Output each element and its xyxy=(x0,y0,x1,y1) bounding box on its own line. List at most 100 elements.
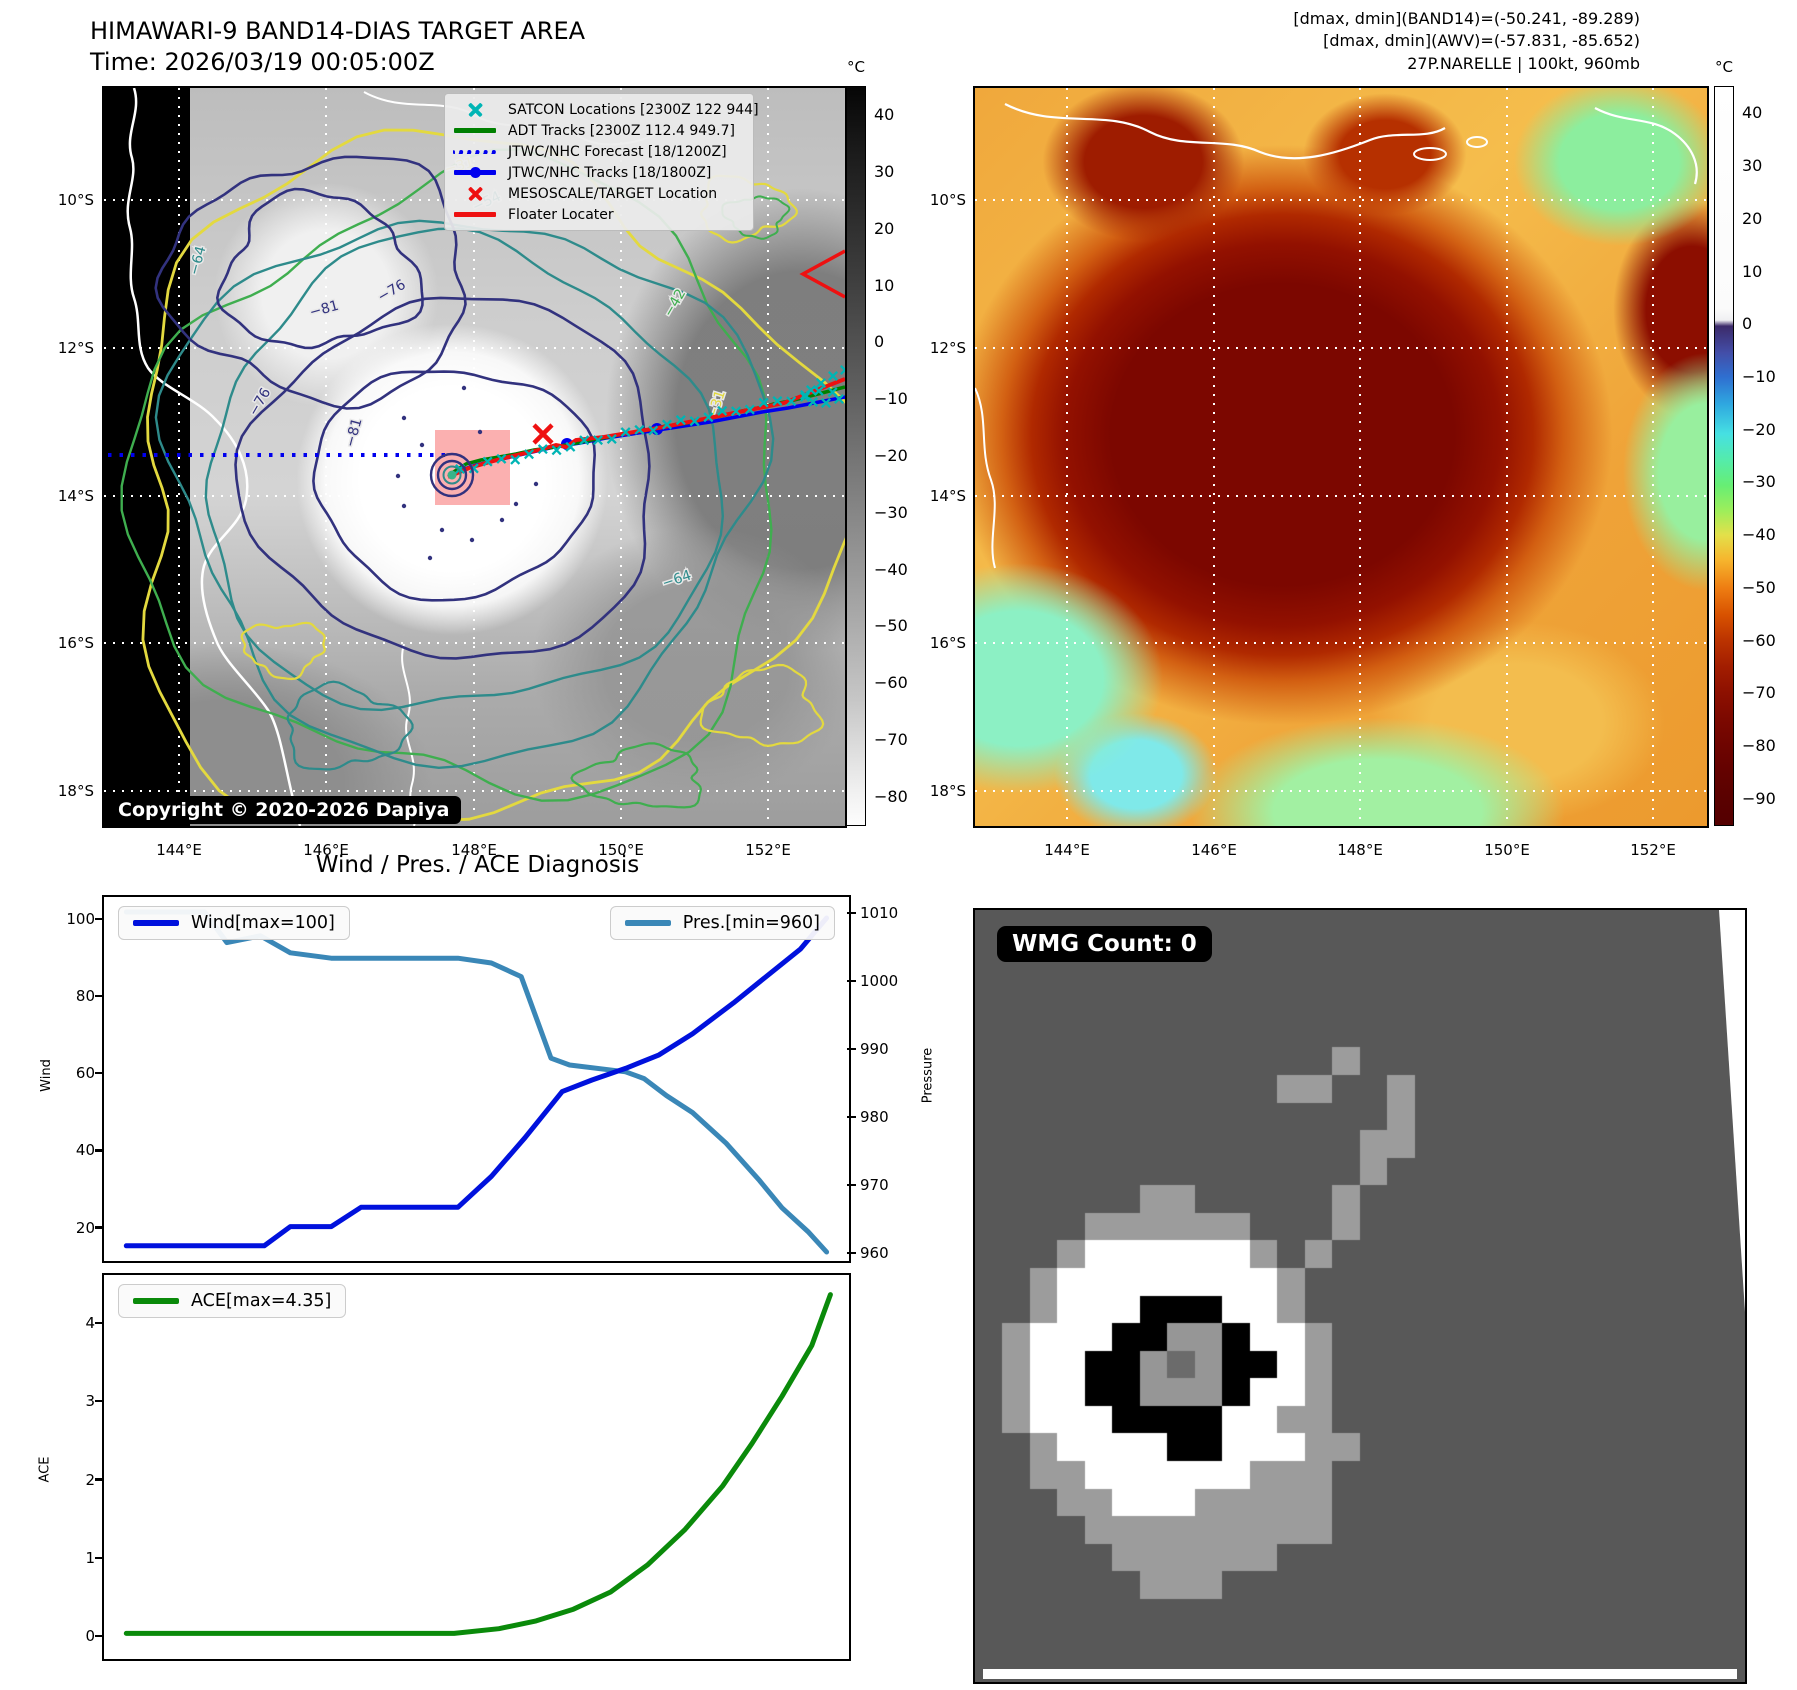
awv-lat-label: 12°S xyxy=(929,339,966,357)
awv-lon-label: 150°E xyxy=(1484,841,1530,859)
ace-plot xyxy=(123,1292,833,1636)
axis-tick-mark xyxy=(95,1400,104,1403)
awv-colorbar-tick: −30 xyxy=(1742,472,1776,492)
awv-lon-label: 152°E xyxy=(1630,841,1676,859)
ir-contour xyxy=(154,219,775,770)
awv-colorbar-tick: 0 xyxy=(1742,314,1753,334)
satcon-location-marker xyxy=(565,441,576,452)
ir-contour xyxy=(570,742,703,809)
awv-colorbar-tick: −90 xyxy=(1742,788,1776,808)
legend-label: MESOSCALE/TARGET Location xyxy=(508,185,718,202)
pressure-series-line xyxy=(123,909,830,1255)
contour-speck xyxy=(401,503,407,509)
band14-lat-label: 10°S xyxy=(57,191,94,209)
wind-tick-label: 100 xyxy=(66,910,95,928)
contour-speck xyxy=(469,537,475,543)
awv-lat-label: 14°S xyxy=(929,487,966,505)
awv-header-storm: 27P.NARELLE | 100kt, 960mb xyxy=(1407,53,1640,73)
wind-tick-label: 40 xyxy=(75,1141,95,1160)
satcon-location-marker xyxy=(537,444,548,455)
wind-pressure-plot xyxy=(123,909,830,1255)
legend-label: ADT Tracks [2300Z 112.4 949.7] xyxy=(508,122,735,139)
satcon-location-marker xyxy=(839,364,845,376)
ace-line-icon xyxy=(133,1298,179,1304)
satcon-location-marker xyxy=(799,391,811,403)
satcon-location-marker xyxy=(807,396,819,408)
band14-colorbar-tick: −70 xyxy=(874,729,908,749)
band14-colorbar-tick: 40 xyxy=(874,105,895,125)
satcon-x-icon xyxy=(451,102,499,117)
ace-legend: ACE[max=4.35] xyxy=(118,1284,347,1318)
satcon-location-marker xyxy=(772,396,783,407)
ir-contour xyxy=(312,370,597,602)
wmg-grid-image xyxy=(975,910,1745,1682)
satcon-location-marker xyxy=(730,406,742,417)
track-line-dot-icon xyxy=(451,167,499,177)
awv-colorbar-tick: −10 xyxy=(1742,366,1776,386)
satcon-location-marker xyxy=(592,435,604,446)
awv-colorbar-tick: −40 xyxy=(1742,525,1776,545)
contour-speck xyxy=(461,385,467,391)
band14-colorbar-tick: 20 xyxy=(874,218,895,238)
contour-speck xyxy=(395,473,401,479)
satcon-location-marker xyxy=(579,435,590,446)
wind-line-icon xyxy=(133,920,179,926)
legend-row-forecast: JTWC/NHC Forecast [18/1200Z] xyxy=(451,141,747,162)
legend-row-mesoscale: MESOSCALE/TARGET Location xyxy=(451,183,747,204)
band14-space-band xyxy=(104,88,190,826)
eye-center xyxy=(447,470,457,480)
pressure-legend-label: Pres.[min=960] xyxy=(682,913,820,933)
pressure-tick-label: 1000 xyxy=(860,972,899,990)
awv-lat-label: 10°S xyxy=(929,191,966,209)
axis-tick-mark xyxy=(95,1634,104,1638)
band14-colorbar xyxy=(846,86,866,826)
satcon-location-marker xyxy=(482,456,493,467)
band14-title: HIMAWARI-9 BAND14-DIAS TARGET AREA xyxy=(90,17,586,45)
axis-tick-mark xyxy=(95,1478,104,1481)
floater-edge-marker xyxy=(799,249,845,299)
contour-speck xyxy=(533,481,539,487)
axis-tick-mark xyxy=(847,1183,856,1187)
axis-tick-mark xyxy=(95,1226,104,1229)
ace-axis-label: ACE xyxy=(37,1456,53,1483)
wmg-data-edge-strip xyxy=(983,1669,1737,1679)
eye-contour xyxy=(429,452,475,498)
ir-contour xyxy=(154,155,467,410)
axis-tick-mark xyxy=(847,979,856,983)
axis-tick-mark xyxy=(847,911,856,915)
satcon-location-marker xyxy=(786,396,797,407)
coastline xyxy=(1004,103,1446,160)
mesoscale-target-marker xyxy=(532,423,554,445)
island-outline xyxy=(1413,147,1447,161)
satcon-location-marker xyxy=(827,370,839,382)
band14-lat-label: 16°S xyxy=(57,634,94,652)
satcon-location-marker xyxy=(620,427,631,438)
band14-lat-label: 18°S xyxy=(57,782,94,800)
ir-contour xyxy=(286,680,414,771)
awv-gridlines xyxy=(975,88,1707,826)
pressure-tick-label: 980 xyxy=(860,1108,889,1126)
satcon-location-marker xyxy=(496,453,507,464)
wmg-count-badge: WMG Count: 0 xyxy=(997,926,1212,962)
contour-speck xyxy=(477,429,483,435)
awv-colorbar-tick: −50 xyxy=(1742,577,1776,597)
awv-colorbar-tick: −60 xyxy=(1742,630,1776,650)
wind-tick-label: 60 xyxy=(75,1064,95,1083)
wind-tick-label: 80 xyxy=(75,987,95,1006)
axis-tick-mark xyxy=(95,1072,104,1075)
diagnosis-title: Wind / Pres. / ACE Diagnosis xyxy=(315,852,640,878)
wind-legend: Wind[max=100] xyxy=(118,906,350,940)
band14-colorbar-tick: −40 xyxy=(874,559,908,579)
band14-colorbar-tick: −20 xyxy=(874,446,908,465)
band14-lon-label: 146°E xyxy=(303,841,349,859)
floater-line-icon xyxy=(451,212,499,217)
satcon-location-marker xyxy=(661,419,673,430)
band14-colorbar-tick: −60 xyxy=(874,673,908,693)
contour-speck xyxy=(439,527,445,533)
ace-tick-label: 2 xyxy=(85,1470,95,1489)
coastline xyxy=(1594,107,1698,185)
contour-label: −64 xyxy=(660,567,693,591)
ir-contour xyxy=(699,663,825,748)
contour-speck xyxy=(427,555,433,561)
legend-row-adt: ADT Tracks [2300Z 112.4 949.7] xyxy=(451,120,747,141)
